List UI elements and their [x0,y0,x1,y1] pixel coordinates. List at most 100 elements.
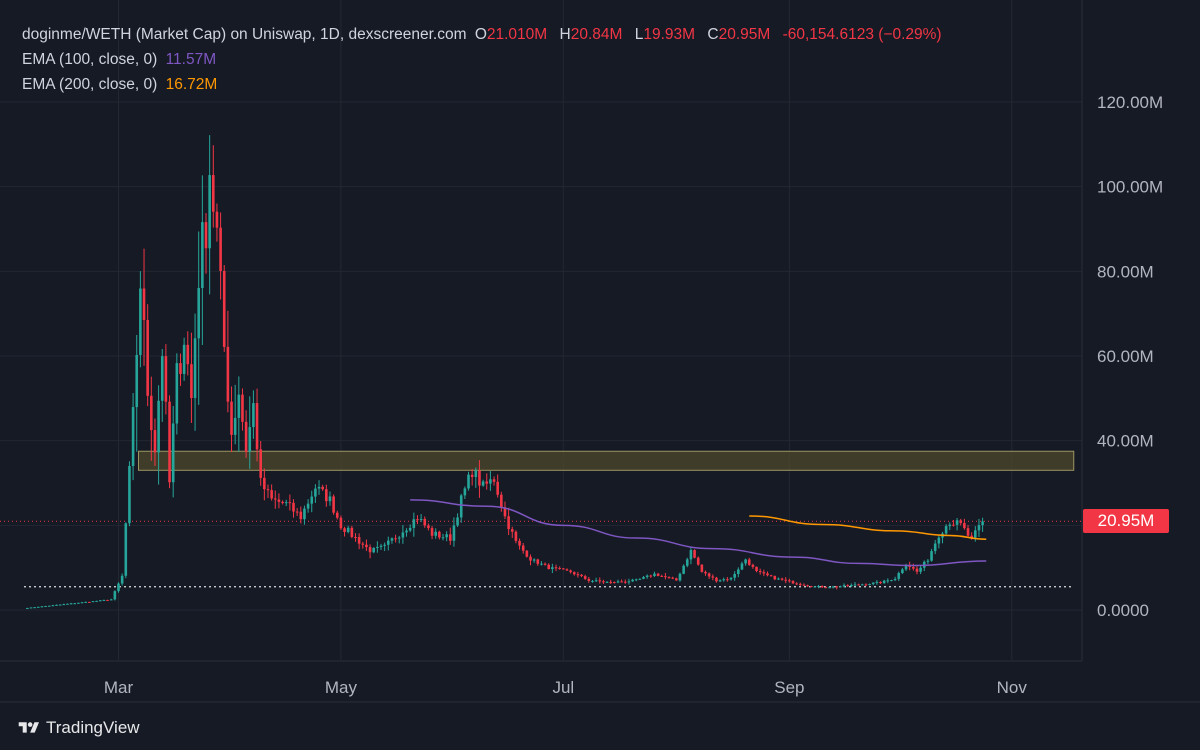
tradingview-branding[interactable]: TradingView [18,716,140,740]
candle-body-1 [29,607,33,609]
candle-body-116 [448,534,452,541]
candle-body-27 [124,523,128,576]
candle-body-153 [583,576,587,579]
candle-body-115 [445,534,448,538]
candle-body-123 [474,470,478,477]
candle-body-179 [678,573,682,581]
candle-body-32 [142,288,146,320]
x-tick-label-3: Sep [774,678,804,697]
candle-body-54 [222,270,226,347]
candle-body-186 [704,571,707,574]
candle-body-113 [438,531,441,538]
low-value: 19.93M [643,26,696,43]
y-tick-label-0: 0.0000 [1097,601,1149,620]
candle-body-24 [113,591,117,600]
low-label: L [634,26,644,43]
candle-body-235 [882,580,886,584]
candle-body-109 [423,518,427,526]
candle-body-168 [638,578,642,580]
candle-body-172 [653,573,656,577]
candle-body-255 [955,520,959,525]
candle-body-60 [244,421,248,452]
x-axis[interactable]: Mar May Jul Sep Nov [104,678,1028,697]
candle-body-200 [755,566,758,572]
candle-body-38 [164,356,168,402]
candle-body-136 [521,545,525,551]
candle-body-9 [58,604,62,606]
candle-body-191 [722,579,726,581]
candle-body-11 [66,603,69,605]
candle-body-199 [751,564,755,567]
candle-body-33 [146,319,149,396]
candle-body-212 [799,583,802,585]
candle-body-76 [303,508,306,520]
candle-body-101 [394,538,397,540]
candle-body-209 [788,580,791,582]
symbol-title[interactable]: doginme/WETH (Market Cap) on Uniswap, 1D… [22,26,467,43]
candle-body-256 [959,520,963,523]
candle-body-128 [492,479,496,482]
ema200-line [749,515,987,540]
candle-body-241 [904,564,908,570]
candle-body-196 [740,563,744,570]
candle-body-252 [944,526,948,534]
candle-body-59 [241,394,244,422]
candle-body-8 [55,604,58,606]
candle-body-146 [558,568,561,570]
candle-body-178 [675,578,678,581]
candle-body-37 [160,356,164,401]
candle-body-0 [26,607,29,609]
horizontal-lines[interactable] [0,520,1082,588]
y-axis[interactable]: 0.000020.00M40.00M60.00M80.00M100.00M120… [1097,93,1163,620]
change-value: -60,154.6123 (−0.29%) [782,26,942,43]
x-tick-label-2: Jul [552,678,574,697]
candle-body-182 [689,550,693,560]
candle-body-2 [33,607,36,609]
candle-body-243 [912,566,915,569]
candle-body-244 [915,568,919,572]
grid [0,0,1200,703]
x-tick-label-1: May [325,678,358,697]
candle-body-46 [193,338,197,399]
candle-body-144 [551,567,554,570]
candle-body-228 [857,584,860,586]
high-value: 20.84M [570,26,623,43]
candle-body-149 [569,570,572,573]
candle-body-155 [591,580,594,582]
candle-body-91 [357,537,361,544]
candle-body-70 [281,501,284,504]
ema100-label: EMA (100, close, 0) [22,51,158,68]
legend-ema200-row[interactable]: EMA (200, close, 0) 16.72M [22,72,942,97]
legend-ema100-row[interactable]: EMA (100, close, 0) 11.57M [22,47,942,72]
candle-body-239 [897,573,901,579]
candle-body-111 [430,528,434,536]
candle-body-247 [926,560,930,562]
candle-body-164 [623,581,627,583]
candle-body-142 [543,563,547,565]
candle-body-90 [354,536,357,538]
candle-body-227 [853,584,857,586]
candle-body-192 [726,579,729,581]
ema200-label: EMA (200, close, 0) [22,76,158,93]
candle-body-224 [842,585,846,587]
candle-body-217 [817,585,820,587]
candle-body-165 [627,581,631,583]
resistance-zone[interactable] [138,450,1075,471]
candle-body-220 [828,587,831,589]
candle-body-3 [36,606,40,608]
candle-body-56 [230,401,233,435]
candle-body-245 [919,567,922,572]
y-tick-label-6: 120.00M [1097,93,1163,112]
candle-body-223 [839,586,842,588]
candle-body-254 [952,524,955,526]
candle-body-229 [860,584,864,586]
candle-body-143 [547,564,551,570]
candle-body-49 [204,222,208,249]
candle-body-84 [332,496,335,513]
candle-body-75 [299,511,303,520]
candle-body-98 [383,544,386,546]
candle-body-208 [784,579,788,581]
candle-body-30 [135,354,139,408]
